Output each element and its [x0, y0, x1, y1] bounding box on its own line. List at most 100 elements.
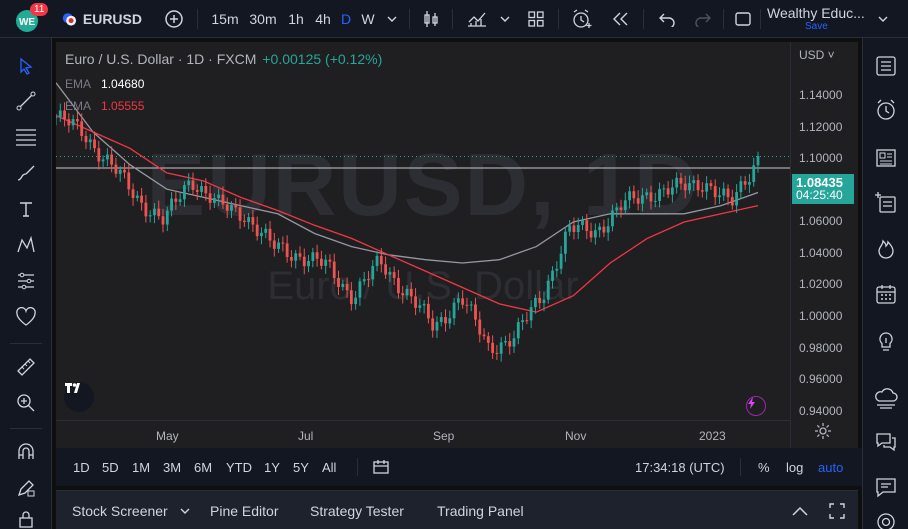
chevron-down-icon	[500, 16, 510, 22]
ema-label: EMA	[65, 99, 92, 113]
candle-body	[611, 210, 614, 227]
interval-4h[interactable]: 4h	[315, 11, 331, 27]
favorites-tool[interactable]	[10, 301, 42, 333]
time-label: May	[156, 429, 179, 443]
range-5d[interactable]: 5D	[102, 459, 119, 475]
layout-name-button[interactable]: Wealthy Educ... Save	[767, 0, 867, 38]
zoom-tool[interactable]	[10, 387, 42, 419]
candle-body	[666, 188, 670, 195]
chats-button[interactable]	[870, 426, 902, 458]
percent-scale-toggle[interactable]: %	[758, 459, 770, 475]
candle-body	[285, 243, 289, 258]
pattern-icon	[17, 235, 35, 253]
interval-1w[interactable]: W	[361, 11, 375, 27]
ideas-button[interactable]	[870, 326, 902, 358]
price-chart[interactable]: EURUSD, 1D Euro / U.S. Dollar Euro / U.S…	[56, 42, 858, 448]
tab-pine-editor[interactable]: Pine Editor	[210, 502, 279, 519]
interval-1d[interactable]: D	[340, 11, 352, 27]
candle-body	[474, 304, 477, 320]
maximize-panel-button[interactable]	[828, 491, 846, 529]
undo-button[interactable]	[654, 0, 680, 38]
candle-body	[730, 197, 734, 206]
prediction-tool[interactable]	[10, 265, 42, 297]
candle-body	[131, 189, 135, 198]
tab-trading-panel[interactable]: Trading Panel	[437, 502, 524, 519]
candle-body	[653, 200, 657, 202]
name-watermark: Euro / U.S. Dollar	[267, 264, 579, 308]
interval-30m[interactable]: 30m	[249, 11, 277, 27]
chart-settings-button[interactable]	[814, 422, 836, 444]
hotlists-button[interactable]	[870, 233, 902, 265]
tab-stock-screener[interactable]: Stock Screener	[72, 491, 190, 529]
candle-body	[358, 281, 362, 298]
watchlist-button[interactable]	[870, 50, 902, 82]
pattern-tool[interactable]	[10, 229, 42, 261]
candle-body	[67, 119, 71, 126]
candle-body	[268, 228, 272, 241]
range-6m[interactable]: 6M	[194, 459, 213, 475]
price-scale[interactable]: USD ˅ 1.14000 1.12000 1.10000 1.06000 1.…	[790, 42, 858, 448]
compare-add-button[interactable]	[162, 0, 186, 38]
help-button[interactable]	[870, 510, 902, 529]
timezone-clock[interactable]: 17:34:18 (UTC)	[635, 459, 725, 475]
candlestick-plot[interactable]	[56, 42, 790, 420]
range-5y[interactable]: 5Y	[293, 459, 309, 475]
ruler-icon	[17, 358, 35, 376]
alert-button[interactable]	[569, 0, 595, 38]
symbol-search-button[interactable]: EURUSD	[62, 0, 142, 38]
go-to-date-button[interactable]	[372, 448, 390, 486]
interval-15m[interactable]: 15m	[211, 11, 239, 27]
redo-button[interactable]	[690, 0, 716, 38]
ema-value: 1.04680	[101, 77, 145, 91]
text-tool[interactable]	[10, 193, 42, 225]
cursor-tool[interactable]	[10, 50, 42, 82]
price-label: 1.14000	[799, 88, 843, 102]
messages-button[interactable]	[870, 471, 902, 503]
ema-legend-fast[interactable]: EMA 1.05555	[65, 99, 144, 113]
streams-button[interactable]	[870, 382, 902, 414]
templates-button[interactable]	[523, 0, 549, 38]
measure-tool[interactable]	[10, 351, 42, 383]
user-menu-button[interactable]: WE 11	[12, 0, 49, 38]
lock-drawings-tool[interactable]	[10, 508, 42, 529]
ema-legend-slow[interactable]: EMA 1.04680	[65, 77, 144, 91]
brush-tool[interactable]	[10, 157, 42, 189]
log-scale-toggle[interactable]: log	[786, 459, 804, 475]
news-button[interactable]	[870, 142, 902, 174]
indicators-button[interactable]	[463, 0, 491, 38]
replay-button[interactable]	[608, 0, 634, 38]
range-ytd[interactable]: YTD	[226, 459, 252, 475]
layout-dropdown[interactable]	[874, 0, 892, 38]
candle-body	[362, 279, 366, 282]
add-watchlist-button[interactable]	[870, 187, 902, 219]
candle-body	[619, 207, 623, 211]
indicators-dropdown[interactable]	[498, 0, 512, 38]
interval-dropdown[interactable]	[383, 0, 401, 38]
currency-selector[interactable]: USD ˅	[799, 48, 835, 62]
fullscreen-select-button[interactable]	[731, 0, 755, 38]
magnet-tool[interactable]	[10, 436, 42, 468]
auto-scale-toggle[interactable]: auto	[818, 459, 844, 475]
stay-drawing-tool[interactable]	[10, 472, 42, 504]
time-axis[interactable]: May Jul Sep Nov 2023	[56, 420, 790, 448]
range-1d[interactable]: 1D	[73, 459, 90, 475]
trend-line-tool[interactable]	[10, 85, 42, 117]
gear-icon	[815, 423, 831, 439]
range-3m[interactable]: 3M	[163, 459, 182, 475]
range-1m[interactable]: 1M	[132, 459, 151, 475]
alerts-button[interactable]	[870, 94, 902, 126]
chevron-down-icon	[180, 508, 190, 514]
collapse-panel-button[interactable]	[791, 491, 809, 529]
rewind-icon	[613, 12, 628, 26]
range-1y[interactable]: 1Y	[264, 459, 280, 475]
fib-tool[interactable]	[10, 121, 42, 153]
tab-strategy-tester[interactable]: Strategy Tester	[310, 502, 404, 519]
flash-badge[interactable]	[746, 396, 766, 416]
range-all[interactable]: All	[322, 459, 337, 475]
interval-1h[interactable]: 1h	[288, 11, 304, 27]
tradingview-logo[interactable]	[64, 382, 94, 412]
chart-type-button[interactable]	[418, 0, 444, 38]
candle-body	[444, 317, 447, 324]
candle-body	[58, 110, 62, 118]
calendar-button[interactable]	[870, 278, 902, 310]
